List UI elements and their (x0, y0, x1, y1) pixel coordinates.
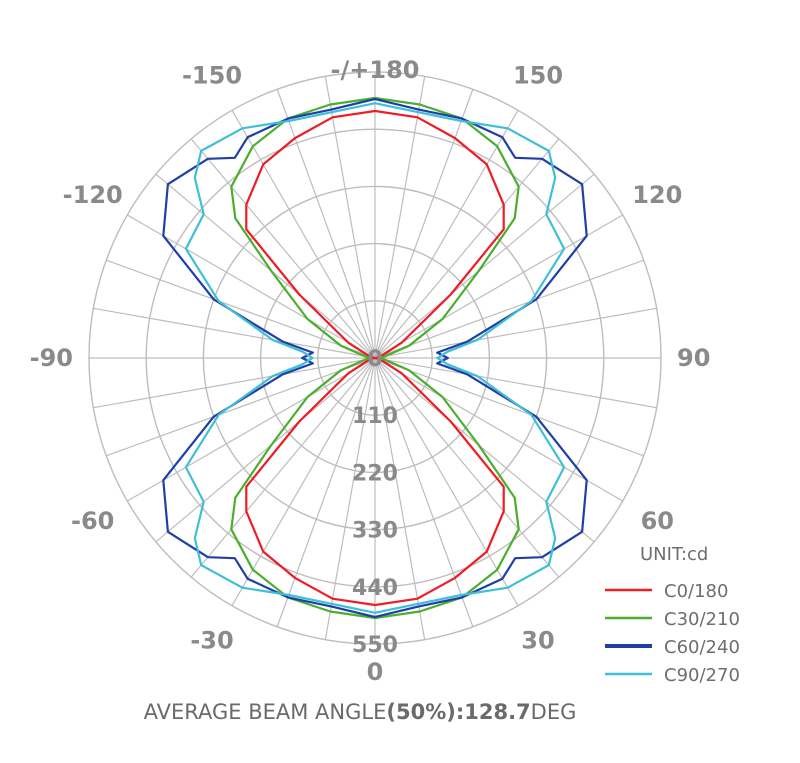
grid-spoke (106, 259, 376, 359)
grid-spoke (93, 357, 376, 409)
grid-spoke (374, 76, 426, 359)
angle-label: -60 (71, 507, 114, 535)
radial-tick-label: 220 (352, 461, 398, 486)
radial-tick-label: 440 (352, 576, 398, 601)
legend-label: C0/180 (664, 581, 728, 602)
unit-label: UNIT:cd (640, 544, 708, 565)
grid-spoke (374, 357, 474, 627)
grid-spoke (155, 173, 376, 359)
grid-spoke (190, 138, 376, 359)
series-line-C90-270 (184, 102, 566, 614)
series-layer (162, 96, 588, 620)
grid-spoke (374, 357, 657, 409)
grid-spoke (374, 138, 560, 359)
grid-spoke (190, 357, 376, 578)
series-line-C0-180 (245, 109, 505, 607)
angle-label: 30 (521, 626, 554, 654)
grid-spoke (374, 357, 519, 606)
polar-chart: 0 110 220 330 440 550 0 30 60 90 120 150 -/+180 -150… (30, 56, 740, 686)
grid-spoke (374, 89, 474, 359)
grid-spoke (374, 214, 623, 359)
polar-grid (88, 71, 662, 645)
grid-spoke (374, 259, 644, 359)
grid-spoke (127, 214, 376, 359)
grid-spoke (106, 357, 376, 457)
legend-label: C90/270 (664, 665, 740, 686)
series-line-C60-240 (162, 97, 588, 619)
grid-spoke (374, 110, 519, 359)
legend-label: C30/210 (664, 609, 740, 630)
beam-angle-caption: AVERAGE BEAM ANGLE(50%):128.7DEG (0, 700, 720, 724)
grid-spoke (374, 357, 595, 543)
angle-label: -/+180 (331, 56, 420, 84)
grid-spoke (324, 357, 376, 640)
grid-spoke (231, 357, 376, 606)
radial-tick-label: 550 (352, 633, 398, 658)
grid-spoke (374, 357, 426, 640)
grid-spoke (374, 357, 644, 457)
angle-label: 0 (367, 658, 384, 686)
radial-tick-labels: 0 110 220 330 440 550 (352, 347, 398, 658)
grid-spoke (93, 307, 376, 359)
angle-label: -30 (190, 626, 233, 654)
angle-label: 90 (677, 344, 710, 372)
caption-suffix: DEG (530, 700, 577, 724)
grid-spoke (374, 357, 623, 502)
angle-label: -120 (63, 181, 123, 209)
caption-bold: (50%):128.7 (386, 700, 531, 724)
grid-spoke (324, 76, 376, 359)
caption-prefix: AVERAGE BEAM ANGLE (143, 700, 387, 724)
radial-tick-label: 330 (352, 519, 398, 544)
radial-tick-label: 0 (367, 347, 382, 372)
grid-spoke (374, 307, 657, 359)
grid-spoke (127, 357, 376, 502)
grid-spoke (374, 173, 595, 359)
grid-spoke (276, 89, 376, 359)
legend: UNIT:cd C0/180 C30/210 C60/240 C90/270 (605, 544, 740, 686)
legend-label: C60/240 (664, 637, 740, 658)
angle-label: 120 (632, 181, 682, 209)
grid-spoke (374, 357, 560, 578)
grid-spoke (276, 357, 376, 627)
grid-spoke (231, 110, 376, 359)
angle-label: -150 (182, 62, 242, 90)
angle-labels: 0 30 60 90 120 150 -/+180 -150 -120 -90 -60 -30 (30, 56, 711, 686)
angle-label: 60 (641, 507, 674, 535)
grid-spoke (155, 357, 376, 543)
angle-label: 150 (513, 62, 563, 90)
radial-tick-label: 110 (352, 404, 398, 429)
angle-label: -90 (30, 344, 73, 372)
